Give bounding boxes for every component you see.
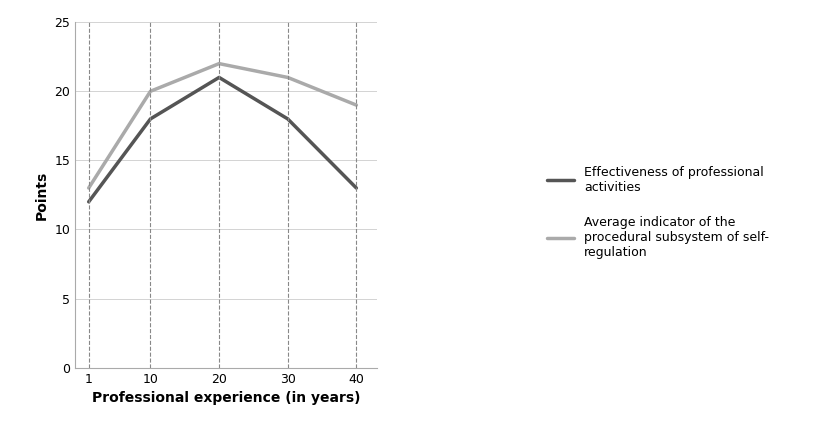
X-axis label: Professional experience (in years): Professional experience (in years) (92, 391, 360, 405)
Y-axis label: Points: Points (35, 170, 48, 220)
Legend: Effectiveness of professional
activities, Average indicator of the
procedural su: Effectiveness of professional activities… (541, 161, 775, 264)
